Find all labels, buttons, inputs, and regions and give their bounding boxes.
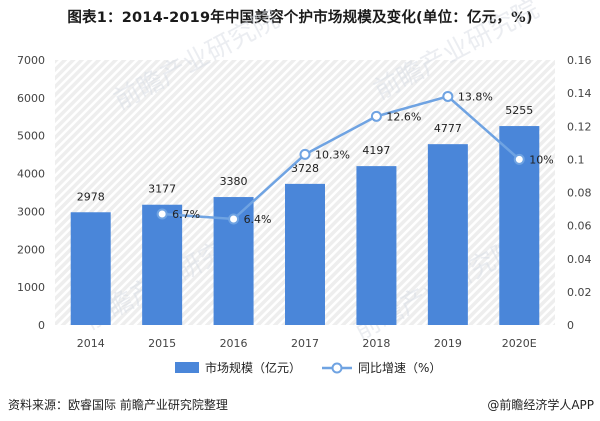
legend-bar-label: 市场规模（亿元） xyxy=(205,360,301,375)
legend: 市场规模（亿元） 同比增速（%） xyxy=(175,360,441,375)
chart-title: 图表1：2014-2019年中国美容个护市场规模及变化(单位：亿元，%) xyxy=(67,10,533,26)
bar-data-label: 4197 xyxy=(362,144,390,157)
line-data-label: 10% xyxy=(529,153,553,166)
line-data-label: 6.4% xyxy=(244,213,272,226)
x-tick-label: 2017 xyxy=(291,337,319,350)
line-point xyxy=(442,90,454,102)
y-right-tick-label: 0.02 xyxy=(567,286,592,299)
y-left-tick-label: 3000 xyxy=(17,205,45,218)
y-right-tick-label: 0.06 xyxy=(567,220,592,233)
bar-data-label: 3728 xyxy=(291,162,319,175)
y-left-tick-label: 4000 xyxy=(17,168,45,181)
line-data-label: 10.3% xyxy=(315,148,350,161)
brand-credit: @前瞻经济学人APP xyxy=(487,398,594,412)
y-right-tick-label: 0.04 xyxy=(567,253,592,266)
line-point xyxy=(228,213,240,225)
y-left-tick-label: 1000 xyxy=(17,281,45,294)
y-right-tick-label: 0.14 xyxy=(567,87,592,100)
bar-data-label: 3380 xyxy=(220,175,248,188)
y-right-tick-label: 0.12 xyxy=(567,120,592,133)
y-left-tick-label: 2000 xyxy=(17,243,45,256)
x-axis: 2014 2015 2016 2017 2018 2019 2020E xyxy=(77,337,537,350)
line-point xyxy=(299,148,311,160)
legend-bar-swatch xyxy=(175,362,199,373)
legend-line-label: 同比增速（%） xyxy=(358,361,441,375)
y-left-tick-label: 6000 xyxy=(17,92,45,105)
line-data-labels: 6.7% 6.4% 10.3% 12.6% 13.8% 10% xyxy=(172,90,554,226)
line-point xyxy=(513,153,525,165)
line-point xyxy=(156,208,168,220)
y-right-tick-label: 0 xyxy=(567,319,574,332)
y-right-tick-label: 0.1 xyxy=(567,153,585,166)
bar xyxy=(70,212,111,325)
y-right-tick-label: 0.16 xyxy=(567,54,592,67)
y-axis-left: 0 1000 2000 3000 4000 5000 6000 7000 xyxy=(17,54,45,332)
x-tick-label: 2018 xyxy=(362,337,390,350)
line-point xyxy=(370,110,382,122)
line-data-label: 6.7% xyxy=(172,208,200,221)
x-tick-label: 2016 xyxy=(220,337,248,350)
source-note: 资料来源：欧睿国际 前瞻产业研究院整理 xyxy=(8,398,228,412)
growth-line xyxy=(162,95,521,221)
line-data-label: 13.8% xyxy=(458,90,493,103)
x-tick-label: 2020E xyxy=(502,337,537,350)
bar xyxy=(356,166,397,325)
bar-data-labels: 2978 3177 3380 3728 4197 4777 5255 xyxy=(77,104,534,203)
y-axis-right: 0 0.02 0.04 0.06 0.08 0.1 0.12 0.14 0.16 xyxy=(567,54,592,332)
y-left-tick-label: 0 xyxy=(38,319,45,332)
bar-data-label: 5255 xyxy=(505,104,533,117)
y-left-tick-label: 7000 xyxy=(17,54,45,67)
x-tick-label: 2014 xyxy=(77,337,105,350)
bar xyxy=(285,183,325,325)
bar-data-label: 2978 xyxy=(77,190,105,203)
line-series xyxy=(156,90,525,225)
bar xyxy=(142,204,183,325)
x-tick-label: 2015 xyxy=(148,337,176,350)
x-tick-label: 2019 xyxy=(434,337,462,350)
legend-line-marker xyxy=(331,362,343,374)
bar-data-label: 4777 xyxy=(434,122,462,135)
bar-data-label: 3177 xyxy=(148,183,176,196)
bar xyxy=(427,144,468,325)
line-data-label: 12.6% xyxy=(386,110,421,123)
y-left-tick-label: 5000 xyxy=(17,130,45,143)
y-right-tick-label: 0.08 xyxy=(567,187,592,200)
